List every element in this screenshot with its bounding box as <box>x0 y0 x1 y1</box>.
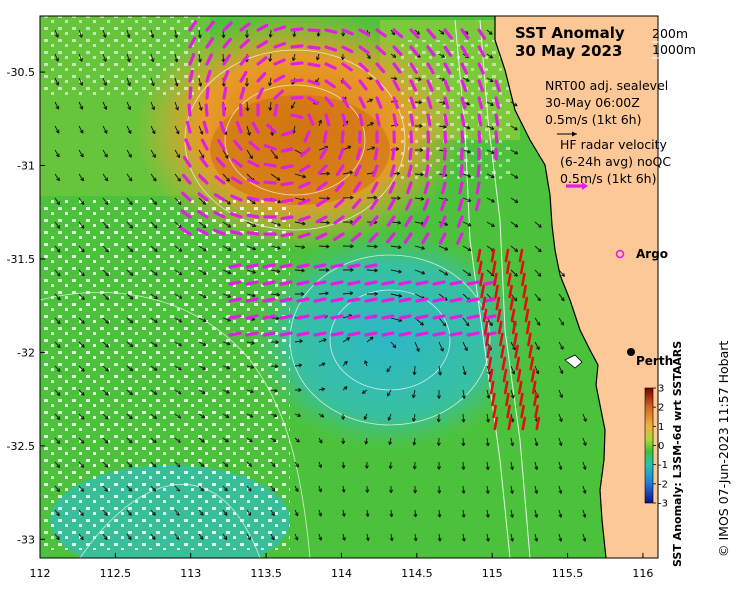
isobath-1000m: 1000m <box>652 42 696 57</box>
colorbar <box>644 387 654 504</box>
x-tick-label: 114 <box>331 567 352 580</box>
hf-radar-red-arrows <box>476 248 541 431</box>
x-tick-label: 113 <box>180 567 201 580</box>
colorbar-tick-label: -2 <box>658 479 668 490</box>
y-tick-label: -33 <box>17 533 35 546</box>
colorbar-tick-label: -1 <box>658 460 668 471</box>
colorbar-ticks: 3 2 1 0 -1 -2 -3 <box>653 384 668 510</box>
y-tick-label: -32 <box>17 346 35 359</box>
y-tick-label: -32.5 <box>7 440 35 453</box>
colorbar-tick-label: 0 <box>658 441 664 452</box>
x-tick-label: 115 <box>482 567 503 580</box>
x-tick-label: 116 <box>632 567 653 580</box>
y-tick-label: -30.5 <box>7 66 35 79</box>
title-line2: 30 May 2023 <box>515 42 622 60</box>
sealevel-current-arrows <box>54 29 587 542</box>
colorbar-tick-label: 2 <box>658 403 664 414</box>
hf-radar-arrows <box>180 20 501 337</box>
colorbar-tick-label: 1 <box>658 422 664 433</box>
radar-legend-line1: HF radar velocity <box>560 137 668 152</box>
sealevel-legend-line1: NRT00 adj. sealevel <box>545 78 668 93</box>
sealevel-legend-line2: 30-May 06:00Z <box>545 95 640 110</box>
x-tick-label: 114.5 <box>401 567 433 580</box>
y-axis: -30.5 -31 -31.5 -32 -32.5 -33 <box>7 66 45 546</box>
radar-legend-line2: (6-24h avg) noQC <box>560 154 671 169</box>
argo-label: Argo <box>636 247 668 261</box>
isobath-200m: 200m <box>652 26 688 41</box>
title-line1: SST Anomaly <box>515 24 625 42</box>
colorbar-tick-label: -3 <box>658 499 668 510</box>
credit-text: © IMOS 07-Jun-2023 11:57 Hobart <box>716 341 731 557</box>
radar-legend-line3: 0.5m/s (1kt 6h) <box>560 171 656 186</box>
bathymetry-contours <box>454 19 531 558</box>
sealevel-legend-line3: 0.5m/s (1kt 6h) <box>545 112 641 127</box>
colorbar-label: SST Anomaly: L3SM-6d wrt SSTAARS <box>671 341 684 567</box>
land-mass <box>495 16 658 558</box>
x-tick-label: 112.5 <box>100 567 132 580</box>
perth-label: Perth <box>636 354 673 368</box>
x-tick-label: 115.5 <box>552 567 584 580</box>
x-axis: 112 112.5 113 113.5 114 114.5 115 115.5 116 <box>30 553 653 580</box>
plot-frame <box>39 15 659 559</box>
colorbar-tick-label: 3 <box>658 384 664 395</box>
argo-marker <box>615 249 625 259</box>
x-tick-label: 112 <box>30 567 51 580</box>
y-tick-label: -31.5 <box>7 253 35 266</box>
x-tick-label: 113.5 <box>250 567 282 580</box>
y-tick-label: -31 <box>17 160 35 173</box>
perth-marker <box>627 348 635 356</box>
cool-eddy <box>250 230 530 450</box>
